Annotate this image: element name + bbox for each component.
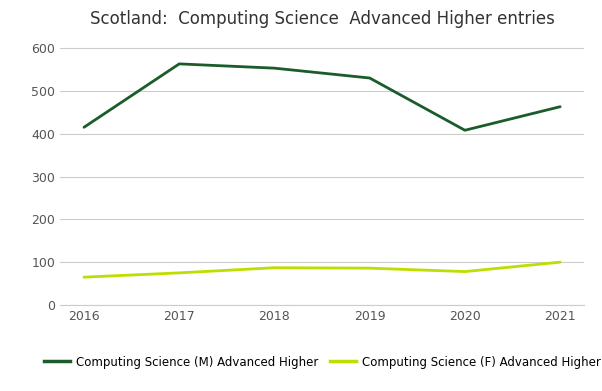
Computing Science (F) Advanced Higher	[366, 266, 373, 271]
Computing Science (F) Advanced Higher	[271, 265, 278, 270]
Legend: Computing Science (M) Advanced Higher, Computing Science (F) Advanced Higher: Computing Science (M) Advanced Higher, C…	[39, 352, 602, 374]
Computing Science (M) Advanced Higher	[176, 61, 183, 66]
Computing Science (F) Advanced Higher	[176, 271, 183, 275]
Computing Science (M) Advanced Higher	[81, 125, 88, 129]
Line: Computing Science (M) Advanced Higher: Computing Science (M) Advanced Higher	[84, 64, 560, 130]
Computing Science (M) Advanced Higher	[556, 104, 563, 109]
Computing Science (M) Advanced Higher	[271, 66, 278, 70]
Computing Science (M) Advanced Higher	[366, 76, 373, 81]
Computing Science (F) Advanced Higher	[461, 269, 468, 274]
Line: Computing Science (F) Advanced Higher: Computing Science (F) Advanced Higher	[84, 262, 560, 277]
Computing Science (F) Advanced Higher	[556, 260, 563, 264]
Title: Scotland:  Computing Science  Advanced Higher entries: Scotland: Computing Science Advanced Hig…	[90, 10, 554, 28]
Computing Science (M) Advanced Higher	[461, 128, 468, 133]
Computing Science (F) Advanced Higher	[81, 275, 88, 280]
